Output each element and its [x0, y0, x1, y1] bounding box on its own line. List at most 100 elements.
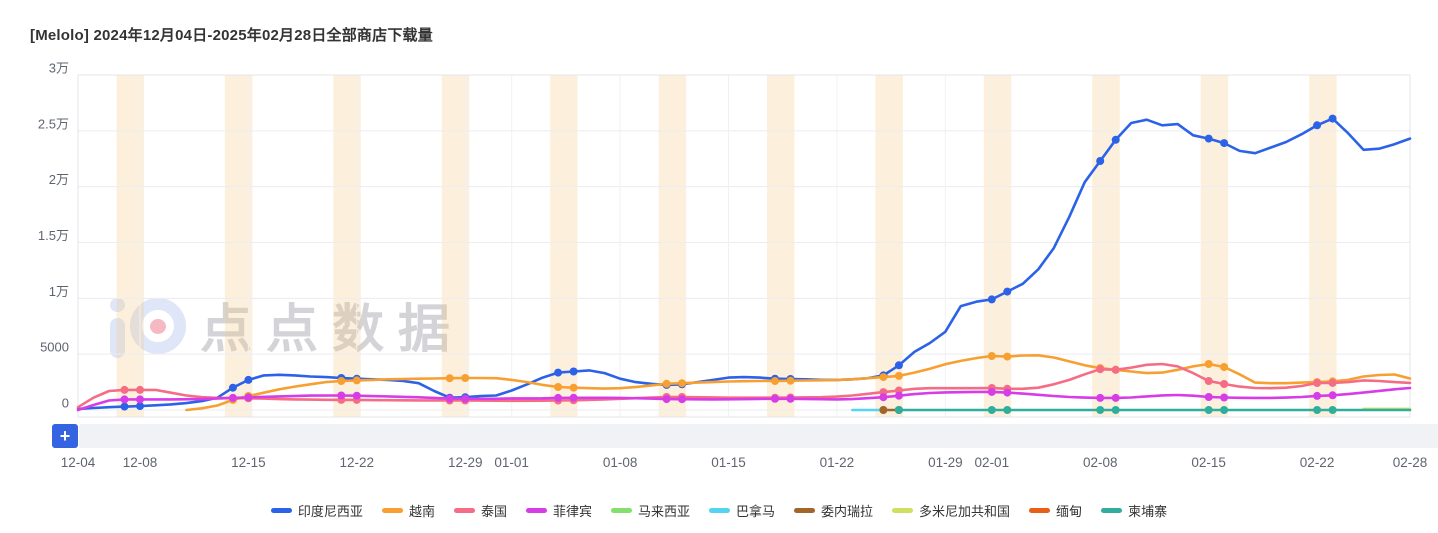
series-marker-vietnam[interactable] — [554, 383, 563, 391]
series-marker-indonesia[interactable] — [120, 402, 129, 411]
series-marker-philippines[interactable] — [461, 394, 470, 403]
series-marker-cambodia[interactable] — [894, 406, 903, 414]
datazoom-scrollbar[interactable] — [79, 424, 1438, 448]
legend-item-philippines[interactable]: 菲律宾 — [525, 501, 592, 520]
series-marker-cambodia[interactable] — [1111, 406, 1120, 414]
series-marker-indonesia[interactable] — [1220, 139, 1229, 148]
series-marker-philippines[interactable] — [1111, 393, 1120, 402]
series-marker-indonesia[interactable] — [987, 295, 996, 304]
series-marker-indonesia[interactable] — [1003, 287, 1012, 296]
series-marker-philippines[interactable] — [879, 393, 888, 402]
series-marker-philippines[interactable] — [554, 393, 563, 402]
series-line-indonesia[interactable] — [76, 117, 1412, 411]
series-line-philippines[interactable] — [76, 386, 1412, 412]
downloads-line-chart[interactable]: 0 5000 1万 1.5万 2万 2.5万 3万 12-04 12-08 12-15 12-22 1… — [0, 0, 1438, 480]
logo-i-bar — [110, 318, 125, 358]
series-marker-philippines[interactable] — [771, 394, 779, 403]
series-marker-philippines[interactable] — [894, 391, 903, 400]
series-marker-philippines[interactable] — [987, 387, 996, 396]
series-marker-philippines[interactable] — [1096, 393, 1105, 402]
legend-item-myanmar[interactable]: 缅甸 — [1029, 501, 1082, 520]
series-marker-thailand[interactable] — [1111, 365, 1120, 374]
series-marker-thailand[interactable] — [1096, 365, 1105, 374]
series-marker-philippines[interactable] — [244, 393, 253, 402]
series-marker-vietnam[interactable] — [678, 379, 686, 388]
legend-item-dominican-republic[interactable]: 多米尼加共和国 — [892, 501, 1010, 520]
series-marker-indonesia[interactable] — [1313, 121, 1322, 130]
legend-item-thailand[interactable]: 泰国 — [453, 501, 507, 520]
series-marker-indonesia[interactable] — [244, 375, 253, 384]
series-marker-philippines[interactable] — [136, 395, 144, 404]
weekend-band — [333, 75, 361, 417]
series-marker-vietnam[interactable] — [771, 377, 779, 385]
series-marker-cambodia[interactable] — [1003, 406, 1012, 414]
series-marker-vietnam[interactable] — [445, 374, 454, 383]
series-marker-vietnam[interactable] — [987, 352, 996, 360]
legend-swatch — [270, 508, 292, 513]
series-marker-thailand[interactable] — [120, 385, 129, 394]
series-marker-vietnam[interactable] — [879, 373, 888, 382]
series-marker-philippines[interactable] — [120, 395, 129, 404]
series-marker-philippines[interactable] — [1328, 391, 1337, 400]
x-tick-label: 01-15 — [711, 455, 746, 470]
series-marker-vietnam[interactable] — [337, 377, 346, 385]
plot-border — [77, 74, 1411, 418]
series-marker-philippines[interactable] — [1204, 393, 1213, 401]
series-marker-indonesia[interactable] — [1204, 134, 1213, 143]
series-marker-philippines[interactable] — [1003, 388, 1012, 397]
series-marker-cambodia[interactable] — [1096, 406, 1105, 414]
logo-ring — [130, 298, 186, 354]
series-marker-cambodia[interactable] — [987, 406, 996, 414]
zoom-add-button[interactable]: + — [52, 424, 78, 448]
legend-item-venezuela[interactable]: 委内瑞拉 — [794, 501, 873, 520]
series-marker-vietnam[interactable] — [461, 374, 470, 382]
series-marker-indonesia[interactable] — [136, 402, 144, 411]
series-marker-indonesia[interactable] — [1096, 157, 1105, 165]
series-marker-philippines[interactable] — [569, 393, 578, 402]
series-marker-cambodia[interactable] — [1313, 406, 1322, 414]
series-marker-indonesia[interactable] — [228, 383, 237, 392]
legend-item-cambodia[interactable]: 柬埔寨 — [1101, 501, 1167, 520]
series-marker-vietnam[interactable] — [1003, 352, 1012, 361]
diandian-watermark: 点点数据 — [110, 296, 464, 364]
series-marker-vietnam[interactable] — [894, 371, 903, 380]
series-marker-philippines[interactable] — [352, 391, 361, 400]
series-marker-thailand[interactable] — [1313, 379, 1322, 387]
series-marker-philippines[interactable] — [228, 393, 237, 402]
series-marker-indonesia[interactable] — [1328, 114, 1337, 123]
legend-label: 印度尼西亚 — [297, 504, 363, 519]
legend-swatch — [794, 508, 816, 513]
series-marker-vietnam[interactable] — [662, 379, 671, 388]
series-marker-philippines[interactable] — [1220, 393, 1229, 402]
series-marker-vietnam[interactable] — [786, 376, 795, 385]
series-marker-venezuela[interactable] — [879, 406, 888, 414]
series-marker-philippines[interactable] — [1313, 391, 1322, 400]
series-marker-philippines[interactable] — [678, 395, 686, 404]
series-marker-indonesia[interactable] — [569, 367, 578, 376]
series-marker-vietnam[interactable] — [569, 383, 578, 392]
series-marker-vietnam[interactable] — [1220, 363, 1229, 371]
legend-item-indonesia[interactable]: 印度尼西亚 — [270, 501, 363, 520]
legend-item-malaysia[interactable]: 马来西亚 — [610, 501, 690, 520]
series-marker-cambodia[interactable] — [1328, 406, 1337, 414]
series-marker-philippines[interactable] — [786, 394, 795, 403]
series-marker-vietnam[interactable] — [352, 376, 361, 385]
legend-item-panama[interactable]: 巴拿马 — [709, 501, 775, 520]
series-marker-thailand[interactable] — [1328, 378, 1337, 387]
series-marker-vietnam[interactable] — [1204, 360, 1213, 368]
series-marker-philippines[interactable] — [337, 391, 346, 400]
series-marker-philippines[interactable] — [662, 395, 671, 404]
weekend-band — [767, 75, 795, 417]
series-marker-cambodia[interactable] — [1220, 406, 1229, 414]
series-marker-thailand[interactable] — [1220, 380, 1229, 388]
legend-swatch — [525, 508, 547, 513]
series-marker-indonesia[interactable] — [554, 368, 563, 377]
series-marker-thailand[interactable] — [1204, 377, 1213, 385]
series-marker-cambodia[interactable] — [1204, 406, 1213, 414]
legend-item-vietnam[interactable]: 越南 — [381, 501, 435, 520]
legend-label: 巴拿马 — [736, 504, 776, 519]
series-marker-thailand[interactable] — [136, 385, 144, 394]
series-marker-philippines[interactable] — [445, 394, 454, 403]
series-marker-indonesia[interactable] — [1111, 135, 1120, 144]
series-marker-indonesia[interactable] — [894, 361, 903, 370]
